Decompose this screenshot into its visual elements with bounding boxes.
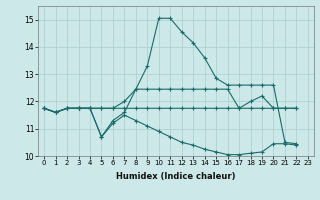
X-axis label: Humidex (Indice chaleur): Humidex (Indice chaleur) xyxy=(116,172,236,181)
